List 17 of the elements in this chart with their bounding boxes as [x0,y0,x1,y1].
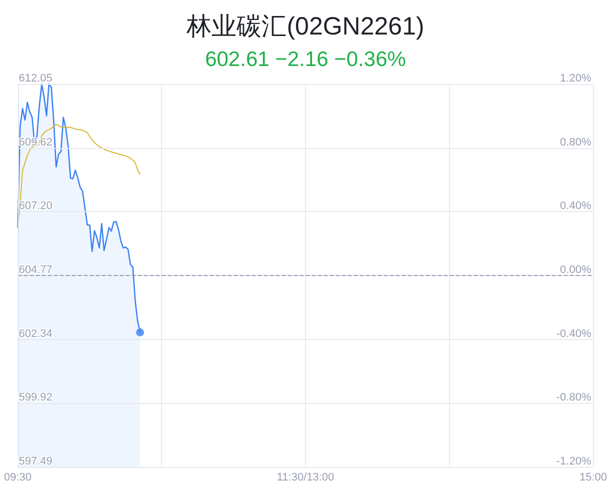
chart-title: 林业碳汇(02GN2261) [186,12,424,40]
y2-tick-label: 1.20% [560,72,592,84]
x-tick-label: 11:30/13:00 [276,472,334,484]
y-tick-label: 604.77 [18,264,52,276]
y2-tick-label: 0.80% [560,136,592,148]
x-tick-label: 09:30 [4,472,32,484]
y-tick-label: 612.05 [18,72,52,84]
y-tick-label: 599.92 [18,392,52,404]
y2-tick-label: -0.80% [556,392,592,404]
y2-tick-label: 0.40% [560,200,592,212]
y2-tick-label: -1.20% [556,456,592,468]
y2-tick-label: 0.00% [560,264,592,276]
x-tick-label: 15:00 [579,472,607,484]
y-tick-label: 597.49 [18,456,52,468]
y-tick-label: 602.34 [18,328,52,340]
chart-subtitle: 602.61 −2.16 −0.36% [205,48,406,71]
y2-tick-label: -0.40% [556,328,592,340]
